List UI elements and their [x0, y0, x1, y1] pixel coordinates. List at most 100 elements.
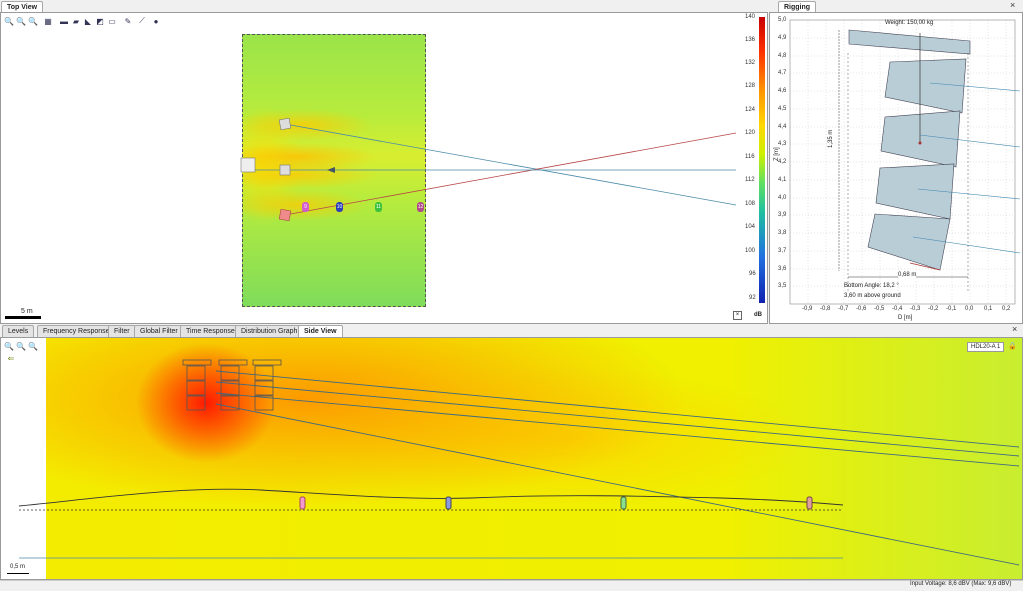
rigging-y-tick: 4,8 [778, 53, 787, 59]
rigging-y-tick: 4,7 [778, 70, 787, 76]
rigging-x-tick: -0,5 [874, 306, 885, 312]
rigging-weight-label: Weight: 150,00 kg [885, 20, 934, 26]
rigging-y-tick: 3,8 [778, 230, 787, 236]
shape-corner-icon[interactable]: ◩ [96, 16, 104, 26]
rigging-y-tick: 5,0 [778, 17, 787, 23]
grid-icon[interactable]: ▦ [44, 16, 52, 26]
side-view-badge: HDL20-A 1 [967, 342, 1005, 352]
aim-line-1 [284, 123, 737, 206]
side-scale-bar [7, 573, 29, 574]
zoom-out-icon[interactable]: 🔍 [16, 341, 26, 351]
rigging-x-tick: -0,2 [928, 306, 939, 312]
tab-top-view[interactable]: Top View [1, 1, 44, 13]
speaker-icon [278, 208, 292, 222]
colorbar-tick: 100 [745, 248, 756, 254]
colorbar-tick: 96 [749, 271, 756, 277]
shape-panel-icon[interactable]: ▭ [108, 16, 116, 26]
tab-levels[interactable]: Levels [2, 325, 35, 337]
tab-frequency-response[interactable]: Frequency Response [37, 325, 116, 337]
rigging-plot [789, 19, 1021, 305]
tab-rigging[interactable]: Rigging [778, 1, 817, 13]
rigging-x-tick: -0,7 [838, 306, 849, 312]
colorbar [759, 17, 765, 303]
rigging-y-tick: 3,7 [778, 248, 787, 254]
arrow-icon [327, 167, 335, 173]
mic-marker[interactable]: 9 [302, 202, 309, 212]
tab-global-filter[interactable]: Global Filter [134, 325, 184, 337]
rigging-dim-horizontal: 0,68 m [898, 272, 917, 278]
tab-distribution-graph[interactable]: Distribution Graph [235, 325, 304, 337]
lock-icon[interactable]: 🔒 [1008, 343, 1017, 350]
rigging-y-tick: 4,1 [778, 177, 787, 183]
side-view-spl-map[interactable] [46, 338, 1022, 579]
pen-icon[interactable]: ✎ [124, 16, 132, 26]
rigging-y-tick: 4,6 [778, 88, 787, 94]
mic-marker[interactable]: 10 [336, 202, 343, 212]
subwoofer-icon [240, 157, 256, 173]
colorbar-tick: 108 [745, 201, 756, 207]
scale-bar [5, 316, 41, 319]
rigging-y-tick: 4,0 [778, 195, 787, 201]
status-bar-text: Input Voltage: 8,6 dBV (Max: 9,6 dBV) [910, 581, 1012, 587]
shape-trap-icon[interactable]: ▰ [72, 16, 80, 26]
tab-filter[interactable]: Filter [108, 325, 136, 337]
rigging-y-tick: 4,4 [778, 124, 787, 130]
rigging-x-tick: -0,4 [892, 306, 903, 312]
back-arrow-icon[interactable]: ⇐ [7, 353, 15, 363]
side-view-close-icon[interactable]: × [1012, 324, 1018, 334]
rigging-x-tick: 0,0 [965, 306, 974, 312]
rigging-y-tick: 3,9 [778, 212, 787, 218]
mic-marker[interactable]: 11 [375, 202, 382, 212]
tab-time-response[interactable]: Time Response [180, 325, 241, 337]
rigging-panel: Weight: 150,00 kg 1,35 m 0,68 m Bottom A… [769, 12, 1023, 324]
side-view-panel: 🔍 🔍 🔍 ⟋ ⟝ ● ⇐ [0, 337, 1023, 580]
mic-marker[interactable]: 12 [417, 202, 424, 212]
zoom-fit-icon[interactable]: 🔍 [28, 341, 38, 351]
scale-label: 5 m [21, 308, 33, 315]
colorbar-tick: 128 [745, 83, 756, 89]
colorbar-tick: 140 [745, 14, 756, 20]
rigging-y-tick: 4,5 [778, 106, 787, 112]
rigging-x-tick: -0,3 [910, 306, 921, 312]
colorbar-tick: 120 [745, 130, 756, 136]
rigging-x-tick: -0,8 [820, 306, 831, 312]
rigging-x-tick: 0,1 [984, 306, 993, 312]
colorbar-tick: 112 [745, 177, 755, 183]
rigging-y-tick: 4,9 [778, 35, 787, 41]
rigging-y-tick: 3,5 [778, 283, 787, 289]
rigging-y-tick: 4,2 [778, 159, 787, 165]
tab-side-view[interactable]: Side View [298, 325, 343, 337]
speaker-icon [279, 164, 291, 176]
rigging-y-tick: 3,6 [778, 266, 787, 272]
colorbar-tick: 92 [749, 295, 756, 301]
side-scale-label: 0,5 m [10, 564, 26, 570]
rigging-dim-vertical: 1,35 m [828, 129, 834, 148]
zoom-in-icon[interactable]: 🔍 [4, 341, 14, 351]
rigging-x-axis-label: D [m] [898, 315, 913, 321]
side-view-overlay [18, 359, 1020, 566]
top-view-panel: 🔍 🔍 🔍 ▦ ▬ ▰ ◣ ◩ ▭ ✎ ⟋ ● 9 10 11 12 5 m 1… [0, 12, 768, 324]
colorbar-tick: 104 [745, 224, 756, 230]
colorbar-unit: dB [754, 312, 762, 318]
rigging-close-icon[interactable]: × [1010, 0, 1016, 10]
zoom-in-icon[interactable]: 🔍 [4, 16, 14, 26]
rigging-x-tick: -0,6 [856, 306, 867, 312]
status-bar [0, 580, 1023, 591]
zoom-out-icon[interactable]: 🔍 [16, 16, 26, 26]
rigging-bottom-angle: Bottom Angle: 18,2 ° [844, 283, 899, 289]
colorbar-tick: 116 [745, 154, 755, 160]
shape-quarter-icon[interactable]: ◣ [84, 16, 92, 26]
speaker-icon [278, 117, 292, 131]
rigging-y-tick: 4,3 [778, 141, 787, 147]
aim-line-2 [284, 132, 737, 216]
colorbar-tick: 124 [745, 107, 756, 113]
measure-icon[interactable]: ⟋ [139, 16, 145, 25]
mic-icon[interactable]: ● [153, 16, 159, 26]
shape-rect-icon[interactable]: ▬ [60, 16, 68, 26]
rigging-above-ground: 3,60 m above ground [844, 293, 901, 299]
colorbar-close-icon[interactable]: × [733, 311, 742, 320]
rigging-x-tick: -0,9 [802, 306, 813, 312]
rigging-x-tick: 0,2 [1002, 306, 1011, 312]
zoom-fit-icon[interactable]: 🔍 [28, 16, 38, 26]
top-view-overlay [240, 117, 737, 222]
